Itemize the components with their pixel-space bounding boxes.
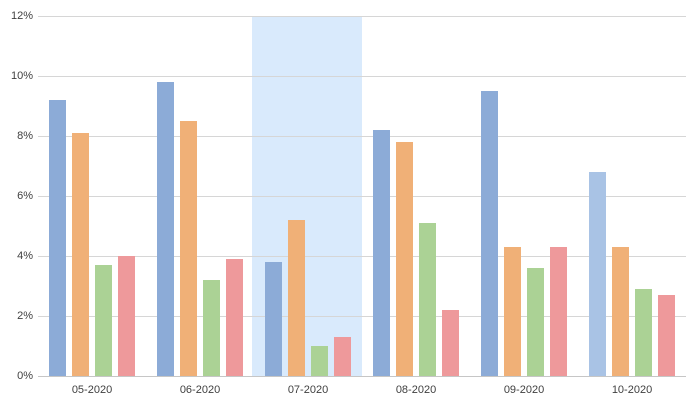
- bar-06-2020-series-orange: [180, 121, 197, 376]
- bar-09-2020-series-red: [550, 247, 567, 376]
- x-axis-label-06-2020: 06-2020: [179, 384, 221, 396]
- x-axis-label-05-2020: 05-2020: [71, 384, 113, 396]
- bar-07-2020-series-green: [311, 346, 328, 376]
- bar-10-2020-series-green: [635, 289, 652, 376]
- gridline-12%: [38, 16, 686, 17]
- y-axis-tick-label: 12%: [10, 10, 33, 22]
- bar-10-2020-series-orange: [612, 247, 629, 376]
- bar-10-2020-series-blue: [589, 172, 606, 376]
- bar-09-2020-series-orange: [504, 247, 521, 376]
- bar-08-2020-series-red: [442, 310, 459, 376]
- x-axis-label-07-2020: 07-2020: [287, 384, 329, 396]
- y-axis-tick-label: 8%: [17, 130, 33, 142]
- x-axis-label-09-2020: 09-2020: [503, 384, 545, 396]
- y-axis-tick-label: 0%: [17, 370, 33, 382]
- bar-05-2020-series-green: [95, 265, 112, 376]
- bar-06-2020-series-blue: [157, 82, 174, 376]
- y-axis-tick-label: 2%: [17, 310, 33, 322]
- gridline-6%: [38, 196, 686, 197]
- gridline-8%: [38, 136, 686, 137]
- bar-05-2020-series-red: [118, 256, 135, 376]
- gridline-0%: [38, 376, 686, 377]
- x-axis-label-08-2020: 08-2020: [395, 384, 437, 396]
- y-axis-tick-label: 10%: [10, 70, 33, 82]
- gridline-2%: [38, 316, 686, 317]
- bar-09-2020-series-blue: [481, 91, 498, 376]
- bar-06-2020-series-red: [226, 259, 243, 376]
- gridline-4%: [38, 256, 686, 257]
- bar-06-2020-series-green: [203, 280, 220, 376]
- bar-08-2020-series-green: [419, 223, 436, 376]
- bar-07-2020-series-blue: [265, 262, 282, 376]
- x-axis-label-10-2020: 10-2020: [611, 384, 653, 396]
- bar-08-2020-series-orange: [396, 142, 413, 376]
- bar-10-2020-series-red: [658, 295, 675, 376]
- bar-09-2020-series-green: [527, 268, 544, 376]
- bar-05-2020-series-orange: [72, 133, 89, 376]
- bar-07-2020-series-red: [334, 337, 351, 376]
- y-axis-tick-label: 4%: [17, 250, 33, 262]
- bar-08-2020-series-blue: [373, 130, 390, 376]
- y-axis-tick-label: 6%: [17, 190, 33, 202]
- bar-07-2020-series-orange: [288, 220, 305, 376]
- gridline-10%: [38, 76, 686, 77]
- bar-05-2020-series-blue: [49, 100, 66, 376]
